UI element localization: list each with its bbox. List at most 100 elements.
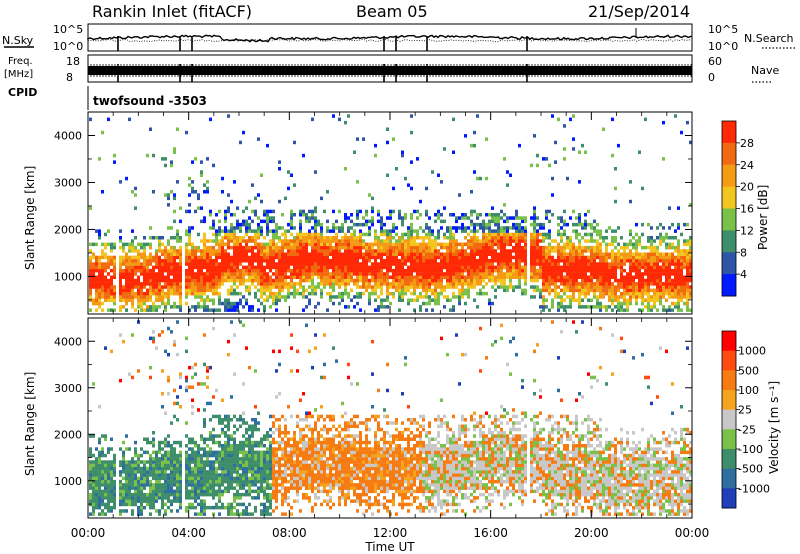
range-gate-cell: [641, 285, 644, 289]
range-gate-cell: [590, 239, 593, 243]
range-gate-cell: [137, 295, 140, 299]
freq-unit-label: [MHz]: [4, 69, 33, 80]
range-gate-cell: [224, 213, 227, 217]
range-gate-cell: [197, 196, 200, 201]
range-gate-cell: [353, 222, 356, 227]
range-gate-cell: [251, 209, 254, 214]
range-gate-cell: [473, 245, 476, 250]
range-gate-cell: [377, 308, 380, 312]
range-gate-cell: [494, 222, 497, 227]
range-gate-cell: [173, 447, 176, 451]
range-gate-cell: [272, 216, 275, 220]
range-gate-cell: [170, 466, 173, 471]
range-gate-cell: [635, 301, 638, 306]
range-gate-cell: [416, 282, 419, 286]
range-gate-cell: [317, 222, 320, 227]
range-gate-cell: [125, 447, 128, 451]
range-gate-cell: [569, 249, 572, 253]
range-gate-cell: [167, 440, 170, 445]
range-gate-cell: [341, 291, 344, 296]
range-gate-cell: [491, 232, 494, 237]
range-gate-cell: [191, 278, 194, 283]
range-gate-cell: [356, 285, 359, 289]
range-gate-cell: [197, 285, 200, 289]
range-gate-cell: [515, 245, 518, 250]
range-gate-cell: [581, 222, 584, 227]
range-gate-cell: [665, 275, 668, 279]
range-gate-cell: [314, 265, 317, 270]
range-gate-cell: [578, 180, 581, 184]
range-gate-cell: [98, 255, 101, 260]
range-gate-cell: [107, 502, 110, 507]
range-gate-cell: [140, 245, 143, 250]
range-gate-cell: [353, 255, 356, 260]
range-gate-cell: [332, 268, 335, 273]
range-gate-cell: [593, 239, 596, 243]
range-gate-cell: [356, 268, 359, 273]
range-gate-cell: [176, 180, 179, 184]
range-gate-cell: [392, 282, 395, 286]
range-gate-cell: [503, 229, 506, 233]
range-gate-cell: [575, 216, 578, 220]
range-gate-cell: [545, 252, 548, 256]
range-gate-cell: [236, 252, 239, 256]
range-gate-cell: [611, 272, 614, 276]
range-gate-cell: [263, 268, 266, 273]
range-gate-cell: [101, 295, 104, 299]
range-gate-cell: [470, 219, 473, 224]
range-gate-cell: [107, 509, 110, 513]
range-gate-cell: [155, 346, 158, 350]
range-gate-cell: [494, 259, 497, 263]
range-gate-cell: [575, 252, 578, 256]
range-gate-cell: [596, 255, 599, 260]
range-gate-cell: [221, 176, 224, 181]
range-gate-cell: [632, 262, 635, 266]
range-gate-cell: [263, 249, 266, 253]
range-gate-cell: [611, 275, 614, 279]
range-gate-cell: [425, 262, 428, 266]
range-gate-cell: [380, 239, 383, 243]
range-gate-cell: [140, 298, 143, 302]
range-gate-cell: [143, 236, 146, 240]
range-gate-cell: [563, 298, 566, 302]
range-gate-cell: [311, 278, 314, 283]
range-gate-cell: [170, 499, 173, 503]
range-gate-cell: [137, 268, 140, 273]
range-gate-cell: [125, 473, 128, 477]
range-gate-cell: [686, 282, 689, 286]
range-gate-cell: [368, 278, 371, 283]
range-gate-cell: [650, 262, 653, 266]
range-gate-cell: [584, 265, 587, 270]
range-gate-cell: [278, 160, 281, 164]
range-gate-cell: [104, 288, 107, 293]
range-gate-cell: [311, 259, 314, 263]
range-gate-cell: [179, 295, 182, 299]
range-gate-cell: [428, 268, 431, 273]
range-gate-cell: [440, 219, 443, 224]
range-gate-cell: [557, 285, 560, 289]
range-gate-cell: [113, 285, 116, 289]
range-gate-cell: [626, 285, 629, 289]
range-gate-cell: [551, 282, 554, 286]
range-gate-cell: [335, 249, 338, 253]
range-gate-cell: [155, 249, 158, 253]
range-gate-cell: [164, 453, 167, 458]
range-gate-cell: [437, 213, 440, 217]
range-gate-cell: [497, 216, 500, 220]
range-gate-cell: [164, 291, 167, 296]
range-gate-cell: [566, 236, 569, 240]
range-gate-cell: [218, 219, 221, 224]
range-gate-cell: [125, 291, 128, 296]
range-gate-cell: [131, 301, 134, 306]
range-gate-cell: [653, 305, 656, 309]
range-gate-cell: [143, 295, 146, 299]
range-gate-cell: [230, 199, 233, 204]
range-gate-cell: [146, 282, 149, 286]
range-gate-cell: [569, 252, 572, 256]
range-gate-cell: [461, 245, 464, 250]
range-gate-cell: [584, 222, 587, 227]
range-gate-cell: [98, 288, 101, 293]
range-gate-cell: [449, 262, 452, 266]
range-gate-cell: [128, 447, 131, 451]
range-gate-cell: [653, 295, 656, 299]
